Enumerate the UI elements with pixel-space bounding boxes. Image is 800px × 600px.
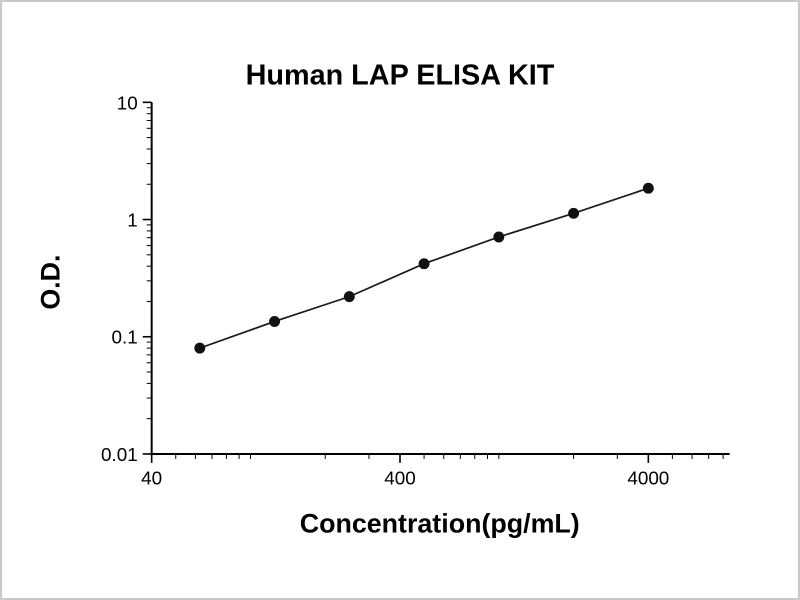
data-point-marker [269, 316, 281, 327]
data-point-marker [568, 207, 580, 219]
standard-curve-series [194, 182, 654, 354]
data-point-marker [642, 182, 654, 194]
chart-title: Human LAP ELISA KIT [246, 59, 555, 91]
y-axis-label: O.D. [35, 255, 65, 310]
data-point-marker [343, 291, 355, 303]
y-tick-label: 1 [127, 209, 138, 230]
data-point-marker [418, 258, 430, 270]
data-point-marker [194, 342, 206, 354]
y-tick-label: 10 [117, 92, 138, 113]
x-tick-label: 40 [141, 468, 162, 489]
x-axis-label: Concentration(pg/mL) [300, 508, 580, 538]
y-tick-label: 0.01 [101, 444, 138, 465]
axes [150, 102, 730, 455]
x-tick-label: 4000 [627, 468, 669, 489]
y-tick-label: 0.1 [112, 327, 138, 348]
data-point-marker [493, 231, 505, 243]
x-tick-label: 400 [384, 468, 415, 489]
axis-ticks [142, 101, 724, 463]
axis-tick-labels: 40 400 4000 0.01 0.1 1 10 [101, 92, 669, 488]
